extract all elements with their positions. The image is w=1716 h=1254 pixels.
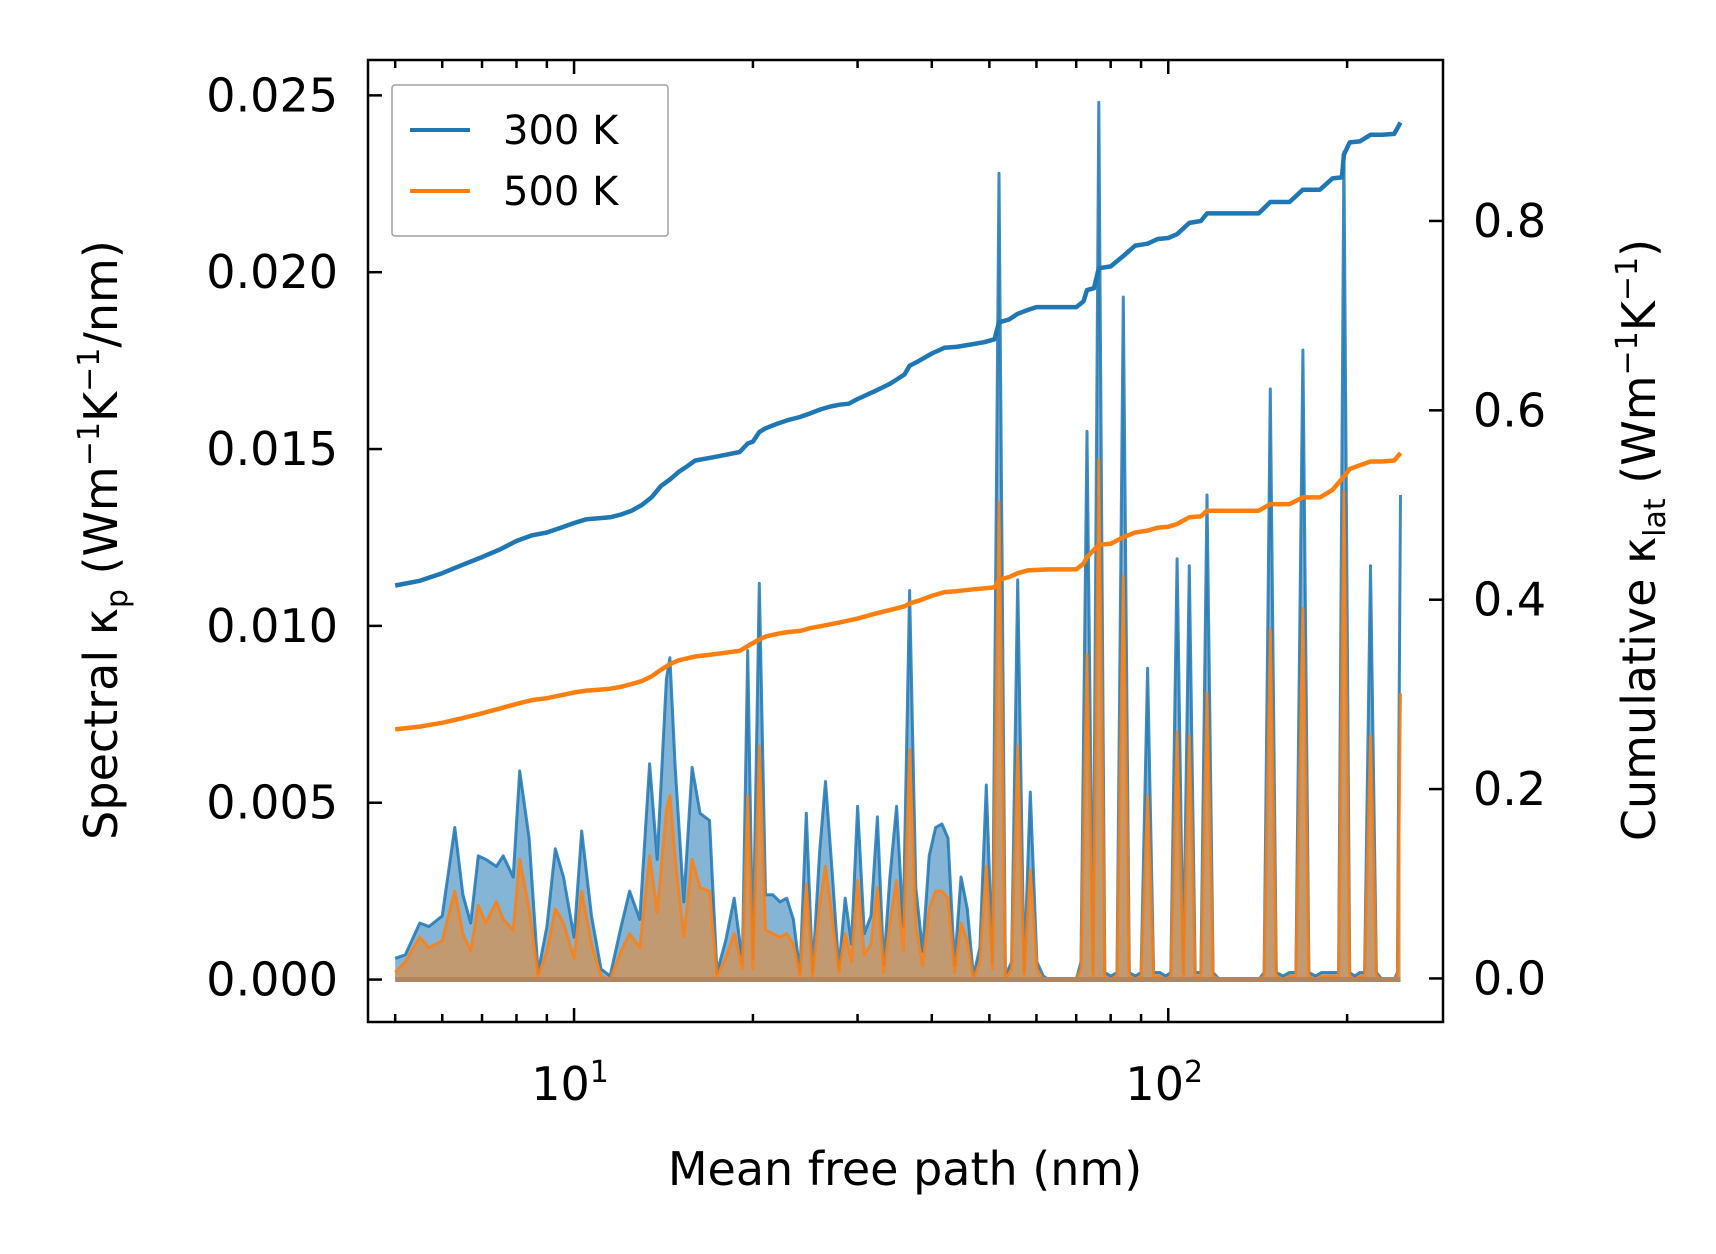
right-axis-label-units-post: ) [1612,239,1666,257]
right-axis-label-units-sup1: −1 [1610,331,1645,375]
x-axis-tick-labels: 101 102 [531,1055,1203,1111]
x-axis-label: Mean free path (nm) [668,1142,1142,1196]
x-tick-label: 102 [1125,1055,1203,1111]
axis-ticks [368,60,1443,1022]
left-axis-label: Spectral κp (Wm−1K−1/nm) [72,240,135,840]
left-axis-label-sub: p [100,589,135,608]
right-tick-label: 0.6 [1473,383,1546,437]
cumulative-line-500k [394,451,1403,732]
left-tick-label: 0.020 [206,245,338,299]
legend-label-500k: 500 K [503,169,620,215]
right-tick-label: 0.0 [1473,951,1546,1005]
left-tick-label: 0.015 [206,422,338,476]
legend-frame [391,84,669,237]
right-axis-label: Cumulative κlat (Wm−1K−1) [1610,239,1673,841]
right-axis-label-units-pre: (Wm [1612,375,1666,498]
right-axis-label-units-sup2: −1 [1610,257,1645,301]
right-axis-label-main: Cumulative κ [1612,537,1666,841]
left-tick-label: 0.025 [206,68,338,122]
left-axis-label-units-pre: (Wm [74,466,128,589]
plot-frame [366,58,1445,1024]
spectral-line-500k [394,458,1402,982]
cumulative-line-300k [394,121,1403,588]
left-axis-label-units-post: /nm) [74,240,128,347]
left-axis-tick-labels: 0.000 0.005 0.010 0.015 0.020 0.025 [206,68,338,1006]
left-axis-label-units-sup2: −1 [72,348,107,392]
left-tick-label: 0.010 [206,599,338,653]
left-tick-label: 0.005 [206,776,338,830]
right-axis-tick-labels: 0.0 0.2 0.4 0.6 0.8 [1473,194,1546,1005]
right-tick-label: 0.8 [1473,194,1546,248]
left-axis-label-units-mid: K [74,390,128,422]
left-axis-label-units-sup1: −1 [72,422,107,466]
right-axis-label-units-mid: K [1612,299,1666,331]
left-axis-label-main: Spectral κ [74,608,128,840]
legend: 300 K 500 K [391,84,669,237]
left-tick-label: 0.000 [206,953,338,1007]
legend-label-300k: 300 K [503,108,620,154]
cumulative-series-layer [394,121,1403,732]
right-tick-label: 0.2 [1473,762,1546,816]
x-tick-label: 101 [531,1055,609,1111]
right-tick-label: 0.4 [1473,573,1546,627]
spectral-series-layer [394,100,1402,983]
right-axis-label-sub: lat [1638,498,1673,537]
